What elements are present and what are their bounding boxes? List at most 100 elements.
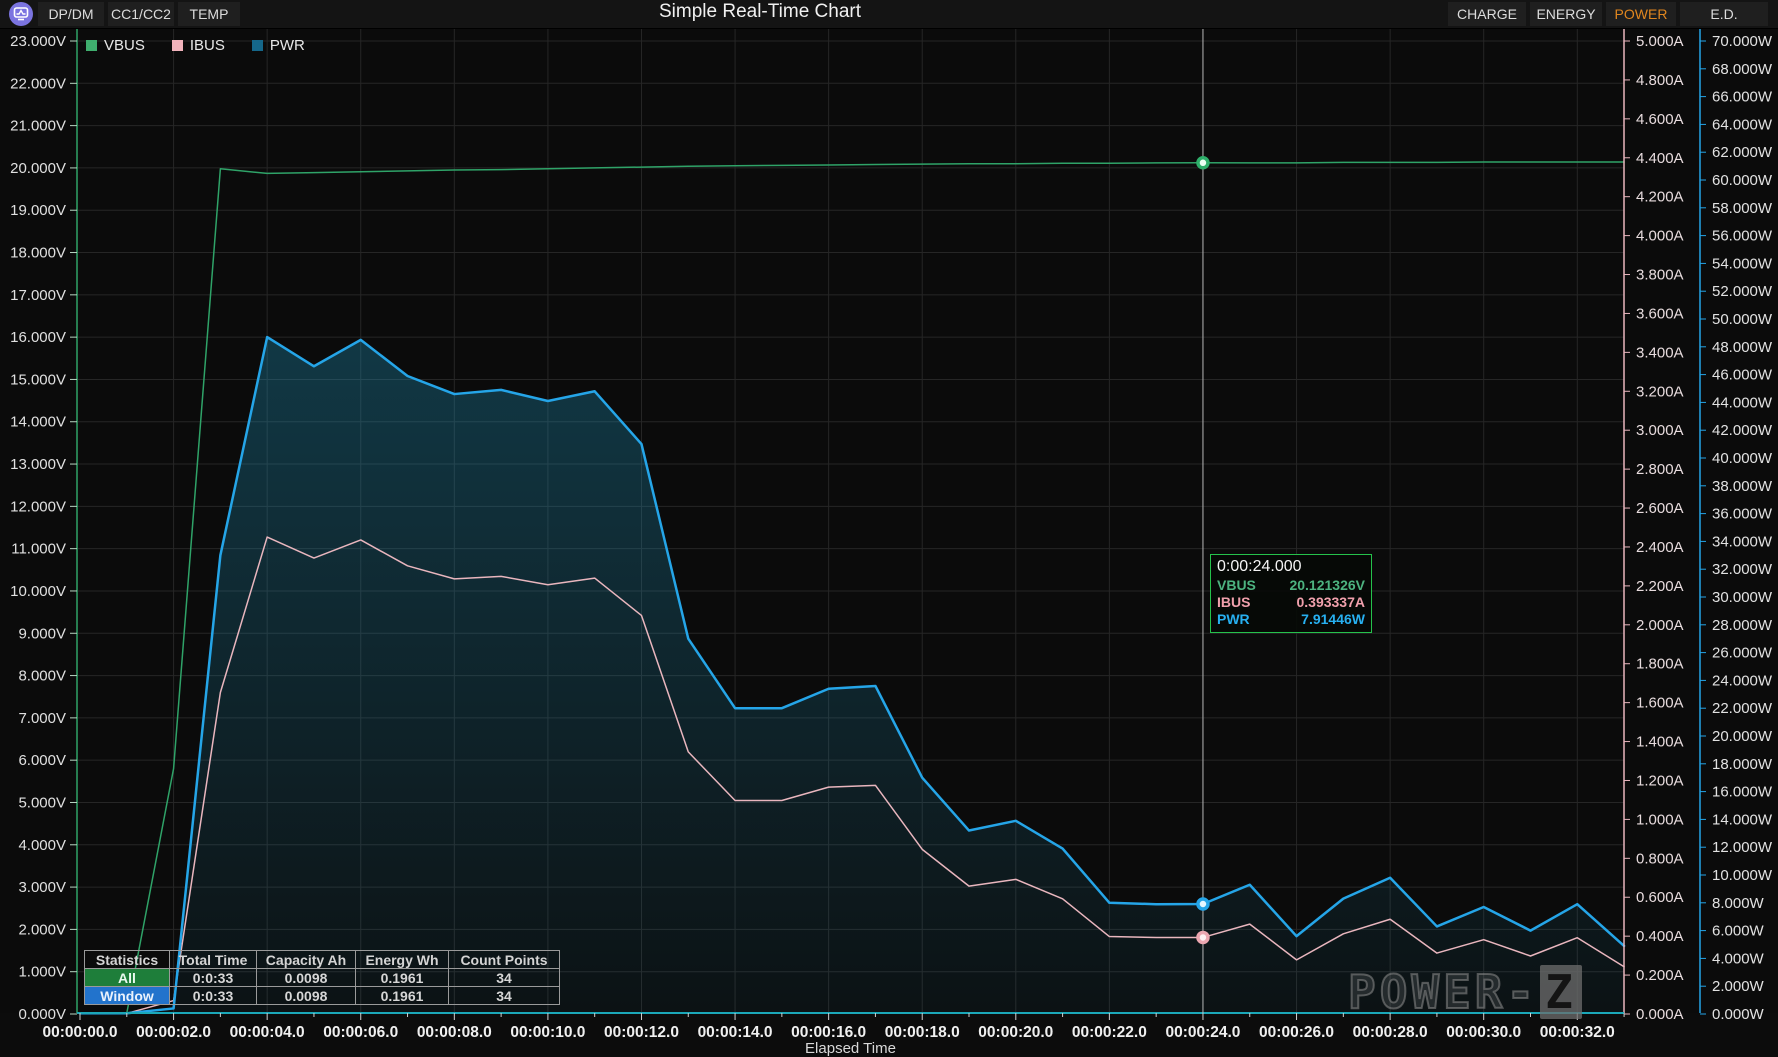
svg-text:4.000V: 4.000V: [18, 837, 66, 854]
svg-text:00:00:30.0: 00:00:30.0: [1446, 1024, 1521, 1041]
svg-text:62.000W: 62.000W: [1712, 144, 1773, 161]
page-title: Simple Real-Time Chart: [659, 1, 862, 22]
svg-text:10.000W: 10.000W: [1712, 867, 1773, 884]
tab-energy[interactable]: ENERGY: [1530, 2, 1602, 26]
svg-text:2.000A: 2.000A: [1636, 617, 1684, 634]
svg-text:00:00:32.0: 00:00:32.0: [1540, 1024, 1615, 1041]
header-energy-wh: Energy Wh: [355, 950, 449, 969]
all-capacity-ah: 0.0098: [256, 968, 356, 987]
header-count-points: Count Points: [448, 950, 560, 969]
svg-text:4.600A: 4.600A: [1636, 111, 1684, 128]
svg-text:13.000V: 13.000V: [10, 456, 66, 473]
svg-text:00:00:04.0: 00:00:04.0: [230, 1024, 305, 1041]
legend-item-ibus[interactable]: IBUS: [171, 37, 225, 54]
svg-text:66.000W: 66.000W: [1712, 89, 1773, 106]
watermark-z-icon: Z: [1540, 965, 1582, 1019]
svg-text:14.000W: 14.000W: [1712, 811, 1773, 828]
svg-text:46.000W: 46.000W: [1712, 367, 1773, 384]
tab-power[interactable]: POWER: [1606, 2, 1676, 26]
svg-text:44.000W: 44.000W: [1712, 394, 1773, 411]
svg-text:00:00:18.0: 00:00:18.0: [885, 1024, 960, 1041]
svg-text:36.000W: 36.000W: [1712, 506, 1773, 523]
svg-text:1.400A: 1.400A: [1636, 734, 1684, 751]
all-count-points: 34: [448, 968, 560, 987]
svg-text:0.400A: 0.400A: [1636, 928, 1684, 945]
svg-text:00:00:24.0: 00:00:24.0: [1165, 1024, 1240, 1041]
svg-text:3.600A: 3.600A: [1636, 305, 1684, 322]
svg-text:5.000V: 5.000V: [18, 794, 66, 811]
svg-text:6.000V: 6.000V: [18, 752, 66, 769]
svg-text:1.800A: 1.800A: [1636, 656, 1684, 673]
tooltip-pwr-value: 7.91446W: [1301, 611, 1365, 627]
svg-text:16.000V: 16.000V: [10, 329, 66, 346]
header-total-time: Total Time: [169, 950, 257, 969]
svg-text:54.000W: 54.000W: [1712, 255, 1773, 272]
legend-item-pwr[interactable]: PWR: [251, 37, 305, 54]
svg-text:4.200A: 4.200A: [1636, 189, 1684, 206]
svg-text:9.000V: 9.000V: [18, 625, 66, 642]
svg-text:28.000W: 28.000W: [1712, 617, 1773, 634]
svg-text:32.000W: 32.000W: [1712, 561, 1773, 578]
svg-text:00:00:28.0: 00:00:28.0: [1353, 1024, 1428, 1041]
svg-text:24.000W: 24.000W: [1712, 672, 1773, 689]
tab-ed[interactable]: E.D.: [1680, 2, 1768, 26]
window-energy-wh: 0.1961: [355, 986, 449, 1005]
svg-text:8.000W: 8.000W: [1712, 895, 1765, 912]
tab-cc1cc2[interactable]: CC1/CC2: [108, 2, 174, 26]
tooltip-ibus-label: IBUS: [1217, 594, 1251, 610]
header-capacity-ah: Capacity Ah: [256, 950, 356, 969]
svg-text:0.200A: 0.200A: [1636, 967, 1684, 984]
ibus-swatch-icon: [171, 40, 183, 51]
svg-text:17.000V: 17.000V: [10, 287, 66, 304]
window-count-points: 34: [448, 986, 560, 1005]
svg-text:00:00:26.0: 00:00:26.0: [1259, 1024, 1334, 1041]
svg-text:20.000V: 20.000V: [10, 160, 66, 177]
svg-text:3.000A: 3.000A: [1636, 422, 1684, 439]
statistics-header-row: Statistics Total Time Capacity Ah Energy…: [84, 950, 560, 969]
all-toggle[interactable]: All: [84, 968, 170, 987]
svg-text:3.200A: 3.200A: [1636, 383, 1684, 400]
svg-text:68.000W: 68.000W: [1712, 61, 1773, 78]
svg-text:15.000V: 15.000V: [10, 371, 66, 388]
vbus-swatch-icon: [86, 40, 97, 51]
legend-label-pwr: PWR: [269, 37, 305, 54]
svg-text:8.000V: 8.000V: [18, 668, 66, 685]
svg-text:60.000W: 60.000W: [1712, 172, 1773, 189]
all-energy-wh: 0.1961: [355, 968, 449, 987]
svg-text:30.000W: 30.000W: [1712, 589, 1773, 606]
svg-text:6.000W: 6.000W: [1712, 923, 1765, 940]
svg-text:3.400A: 3.400A: [1636, 344, 1684, 361]
svg-text:1.000V: 1.000V: [18, 964, 66, 981]
svg-text:18.000W: 18.000W: [1712, 756, 1773, 773]
svg-text:70.000W: 70.000W: [1712, 33, 1773, 50]
legend-item-vbus[interactable]: VBUS: [86, 37, 145, 54]
svg-text:12.000W: 12.000W: [1712, 839, 1773, 856]
header-statistics: Statistics: [84, 950, 170, 969]
svg-text:4.000W: 4.000W: [1712, 950, 1765, 967]
tooltip-row-ibus: IBUS 0.393337A: [1217, 594, 1365, 611]
tooltip-vbus-value: 20.121326V: [1289, 577, 1365, 593]
tab-charge[interactable]: CHARGE: [1448, 2, 1526, 26]
svg-text:21.000V: 21.000V: [10, 118, 66, 135]
svg-text:2.000V: 2.000V: [18, 921, 66, 938]
svg-text:00:00:08.0: 00:00:08.0: [417, 1024, 492, 1041]
svg-text:3.000V: 3.000V: [18, 879, 66, 896]
window-total-time: 0:0:33: [169, 986, 257, 1005]
svg-text:00:00:14.0: 00:00:14.0: [698, 1024, 773, 1041]
tab-dpdm[interactable]: DP/DM: [38, 2, 104, 26]
svg-text:5.000A: 5.000A: [1636, 33, 1684, 50]
svg-text:1.200A: 1.200A: [1636, 772, 1684, 789]
statistics-table: Statistics Total Time Capacity Ah Energy…: [84, 950, 560, 1005]
svg-text:48.000W: 48.000W: [1712, 339, 1773, 356]
svg-text:2.000W: 2.000W: [1712, 978, 1765, 995]
statistics-row-all: All 0:0:33 0.0098 0.1961 34: [84, 968, 560, 987]
tab-temp[interactable]: TEMP: [178, 2, 240, 26]
svg-text:7.000V: 7.000V: [18, 710, 66, 727]
svg-text:58.000W: 58.000W: [1712, 200, 1773, 217]
svg-text:19.000V: 19.000V: [10, 202, 66, 219]
window-toggle[interactable]: Window: [84, 986, 170, 1005]
svg-text:34.000W: 34.000W: [1712, 533, 1773, 550]
svg-text:Elapsed Time: Elapsed Time: [805, 1040, 896, 1057]
tooltip-ibus-value: 0.393337A: [1296, 594, 1365, 610]
